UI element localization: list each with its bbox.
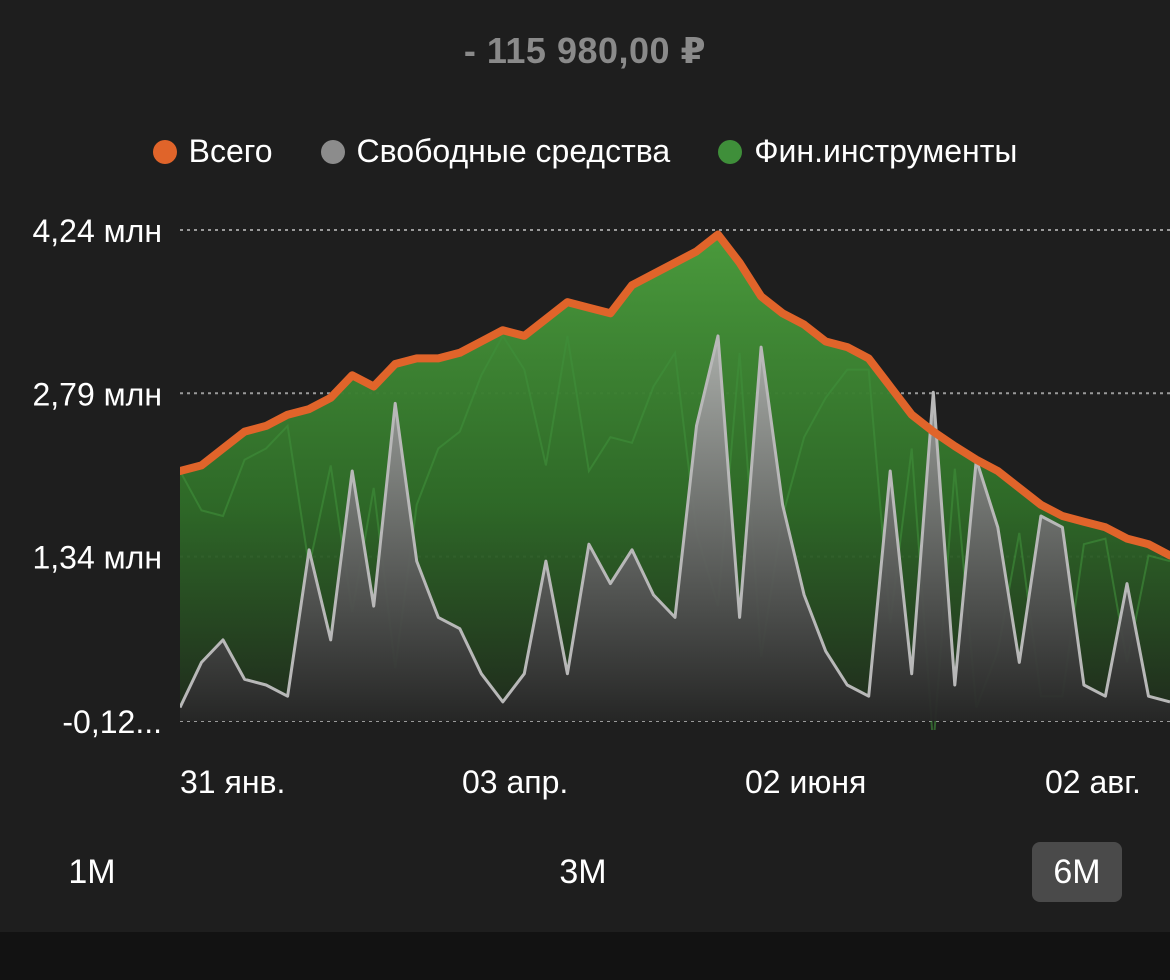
y-tick-label: 2,79 млн bbox=[32, 376, 162, 412]
legend-item-total[interactable]: Всего bbox=[152, 133, 273, 170]
legend-label-total: Всего bbox=[188, 133, 273, 169]
free-cash-line bbox=[180, 334, 1170, 709]
portfolio-delta: - 115 980,00 ₽ bbox=[463, 30, 707, 71]
total-line bbox=[180, 230, 1170, 560]
range-selector: 1M 3M 6M bbox=[0, 842, 1170, 902]
legend-dot-free-cash bbox=[320, 139, 345, 164]
legend-dot-total bbox=[152, 139, 177, 164]
y-tick-label: 4,24 млн bbox=[32, 213, 162, 249]
x-tick-label: 02 авг. bbox=[1045, 764, 1141, 800]
legend-item-instruments[interactable]: Фин.инструменты bbox=[718, 133, 1017, 170]
range-1m-button[interactable]: 1M bbox=[68, 853, 116, 891]
range-3m-button[interactable]: 3M bbox=[559, 853, 607, 891]
free-cash-area bbox=[180, 335, 1170, 721]
legend-label-free-cash: Свободные средства bbox=[356, 133, 671, 169]
range-6m-button[interactable]: 6M bbox=[1032, 842, 1122, 902]
x-tick-label: 03 апр. bbox=[462, 764, 568, 800]
chart-legend: Всего Свободные средства Фин.инструменты bbox=[0, 133, 1170, 170]
legend-item-free-cash[interactable]: Свободные средства bbox=[320, 133, 671, 170]
bottom-bar bbox=[0, 932, 1170, 980]
y-tick-label: 1,34 млн bbox=[32, 540, 162, 576]
y-tick-label: -0,12... bbox=[62, 704, 162, 740]
x-tick-label: 02 июня bbox=[745, 764, 866, 800]
x-axis-labels: 31 янв. 03 апр. 02 июня 02 авг. bbox=[180, 764, 1141, 800]
x-tick-label: 31 янв. bbox=[180, 764, 285, 800]
y-axis-labels: 4,24 млн 2,79 млн 1,34 млн -0,12... bbox=[32, 213, 162, 740]
legend-dot-instruments bbox=[718, 139, 743, 164]
legend-label-instruments: Фин.инструменты bbox=[754, 133, 1018, 169]
portfolio-area-chart[interactable]: 4,24 млн 2,79 млн 1,34 млн -0,12... 31 янв.… bbox=[0, 0, 1170, 820]
series-area bbox=[180, 230, 1170, 730]
